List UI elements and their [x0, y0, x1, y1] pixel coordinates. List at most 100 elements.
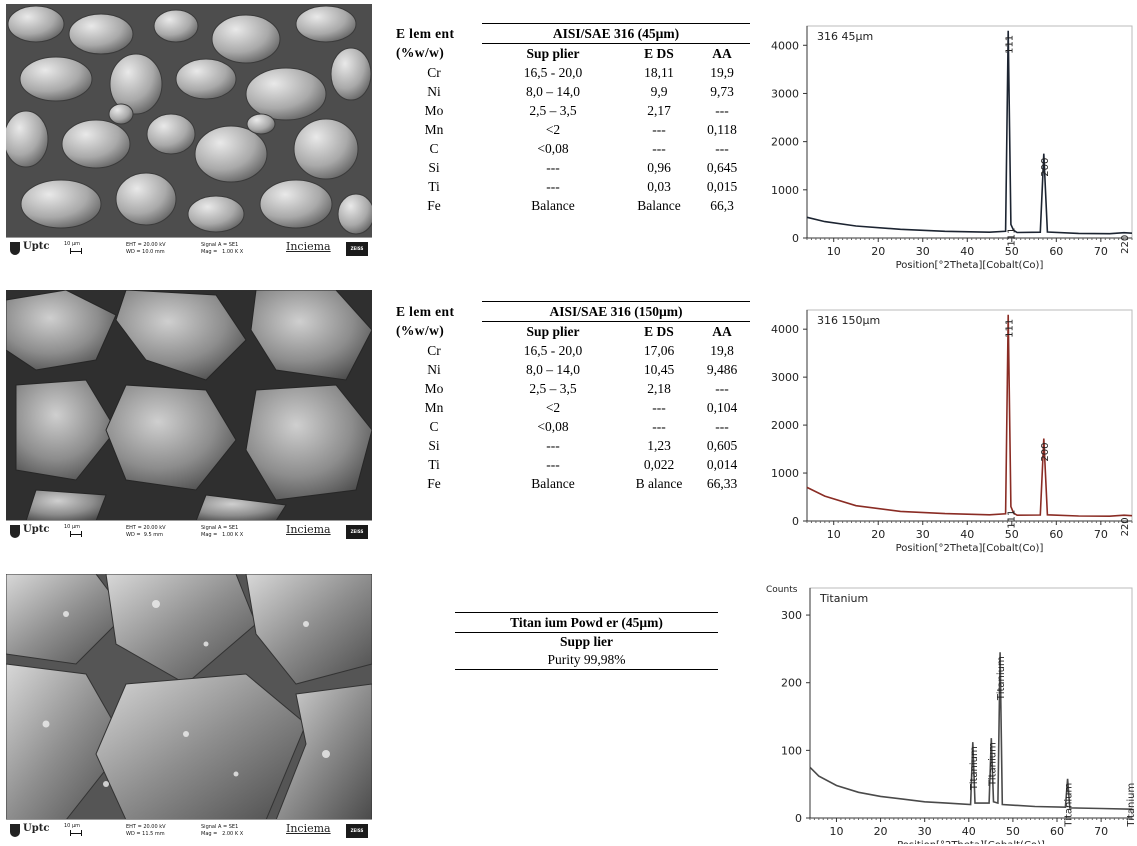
eds-cell: 0,96: [647, 159, 671, 175]
supplier-cell: ---: [546, 437, 560, 453]
table-row: Mo 2,5 – 3,5 2,17 ---: [386, 101, 750, 120]
table-row: C <0,08 --- ---: [386, 417, 750, 436]
chart-title: 316 150µm: [817, 314, 880, 327]
zeiss-logo: ZEISS: [346, 242, 368, 256]
aa-cell: 0,605: [706, 437, 738, 453]
supplier-cell: ---: [546, 178, 560, 194]
sem-image-316-45um: Uptc 10 µm EHT = 20.00 kV WD = 10.0 mm S…: [6, 4, 372, 260]
aa-cell: ---: [715, 380, 729, 396]
sem-meta-signal: Signal A = SE1 Mag = 2.00 K X: [201, 824, 244, 837]
element-cell: Fe: [427, 475, 441, 491]
sem-meta-eht: EHT = 20.00 kV WD = 9.5 mm: [126, 525, 166, 538]
element-cell: Mn: [424, 399, 444, 415]
diffraction-line: [809, 652, 1133, 810]
eds-cell: 18,11: [644, 64, 674, 80]
sem-texture: [6, 290, 372, 521]
group-header: AISI/SAE 316 (150µm): [482, 301, 750, 322]
element-cell: Si: [428, 437, 440, 453]
y-tick-label: 1000: [771, 467, 799, 480]
x-tick-label: 40: [962, 825, 976, 838]
titanium-powder-table: Titan ium Powd er (45µm) Supp lier Purit…: [455, 612, 718, 670]
element-cell: Fe: [427, 197, 441, 213]
table-row: C <0,08 --- ---: [386, 139, 750, 158]
aa-cell: 9,73: [710, 83, 734, 99]
eds-cell: 9,9: [650, 83, 668, 99]
x-tick-label: 40: [960, 245, 974, 258]
supplier-cell: ---: [546, 456, 560, 472]
element-cell: Ni: [427, 361, 441, 377]
aa-cell: 66,3: [710, 197, 734, 213]
x-tick-label: 20: [871, 528, 885, 541]
table-body: Cr 16,5 - 20,0 17,06 19,8 Ni 8,0 – 14,0 10,45 9…: [386, 341, 750, 493]
eds-cell: 2,18: [647, 380, 671, 396]
eds-header: E DS: [644, 323, 674, 339]
aa-header: AA: [712, 323, 732, 339]
supplier-cell: 8,0 – 14,0: [526, 361, 580, 377]
aa-cell: 19,9: [710, 64, 734, 80]
plot-frame: [806, 309, 1133, 522]
table-row: Mn <2 --- 0,104: [386, 398, 750, 417]
y-tick-label: 100: [781, 744, 802, 757]
element-cell: Cr: [427, 64, 441, 80]
eds-cell: ---: [652, 140, 666, 156]
table-row: Mo 2,5 – 3,5 2,18 ---: [386, 379, 750, 398]
diffraction-line: [806, 30, 1133, 235]
element-cell: Ti: [428, 456, 440, 472]
eds-header: E DS: [644, 45, 674, 61]
supplier-cell: <0,08: [537, 418, 569, 434]
supplier-cell: 2,5 – 3,5: [529, 102, 577, 118]
x-tick-label: 30: [916, 245, 930, 258]
sem-texture: [6, 4, 372, 238]
aa-cell: ---: [715, 418, 729, 434]
sem-image-titanium: Uptc 10 µm EHT = 20.00 kV WD = 11.5 mm S…: [6, 574, 372, 842]
inciema-logo: Inciema: [286, 523, 331, 536]
peak-label: 111: [1006, 510, 1017, 529]
table: E lem ent AISI/SAE 316 (45µm) (%w/w) Sup…: [386, 23, 750, 215]
chart-title: 316 45µm: [817, 30, 873, 43]
aa-cell: ---: [715, 102, 729, 118]
peak-label: 111: [1006, 228, 1017, 247]
inciema-logo: Inciema: [286, 822, 331, 835]
element-cell: Ti: [428, 178, 440, 194]
y-tick-label: 4000: [771, 323, 799, 336]
aa-cell: 66,33: [706, 475, 738, 491]
composition-table-45um: E lem ent AISI/SAE 316 (45µm) (%w/w) Sup…: [386, 23, 750, 215]
element-cell: C: [429, 418, 439, 434]
aa-cell: 0,645: [706, 159, 738, 175]
eds-cell: 0,022: [643, 456, 675, 472]
supplier-header: Sup plier: [526, 45, 580, 61]
xrd-chart-316-45um: 10 20 30 40 50 60 70 0 1000 2000 3000 4000 111 111 200…: [771, 25, 1133, 271]
peak-label: Titanium: [996, 656, 1007, 701]
x-axis-label: Position[°2Theta][Cobalt(Co)]: [896, 260, 1044, 271]
x-tick-label: 10: [827, 528, 841, 541]
table-row: Ti --- 0,03 0,015: [386, 177, 750, 196]
x-tick-label: 60: [1049, 245, 1063, 258]
eds-cell: 0,03: [647, 178, 671, 194]
eds-cell: B alance: [635, 475, 683, 491]
y-tick-label: 300: [781, 609, 802, 622]
sem-info-bar: Uptc 10 µm EHT = 20.00 kV WD = 9.5 mm Si…: [6, 520, 372, 543]
y-tick-label: 2000: [771, 419, 799, 432]
x-tick-label: 70: [1094, 245, 1108, 258]
y-tick-label: 0: [795, 812, 802, 825]
sem-texture: [6, 574, 372, 820]
peak-label: Titanium: [1064, 783, 1075, 828]
y-tick-label: 3000: [771, 87, 799, 100]
uptc-logo: Uptc: [10, 823, 64, 839]
scale-bar: 10 µm: [64, 823, 98, 836]
eds-cell: ---: [652, 121, 666, 137]
table: E lem ent AISI/SAE 316 (150µm) (%w/w) Su…: [386, 301, 750, 493]
xrd-chart-316-150um: 10 20 30 40 50 60 70 0 1000 2000 3000 4000 111 111 200…: [771, 309, 1133, 554]
unit-header: (%w/w): [396, 323, 445, 339]
element-cell: C: [429, 140, 439, 156]
xrd-chart-titanium: 10 20 30 40 50 60 70 0 100 200 300 Titanium Titanium…: [766, 585, 1134, 844]
eds-cell: ---: [652, 399, 666, 415]
table-row: Fe Balance B alance 66,33: [386, 474, 750, 493]
y-tick-label: 200: [781, 677, 802, 690]
element-header: E lem ent: [396, 303, 455, 319]
element-header: E lem ent: [396, 25, 455, 41]
eds-cell: 2,17: [647, 102, 671, 118]
aa-cell: 9,486: [706, 361, 738, 377]
supplier-header: Supp lier: [560, 634, 613, 649]
supplier-cell: 16,5 - 20,0: [523, 342, 583, 358]
